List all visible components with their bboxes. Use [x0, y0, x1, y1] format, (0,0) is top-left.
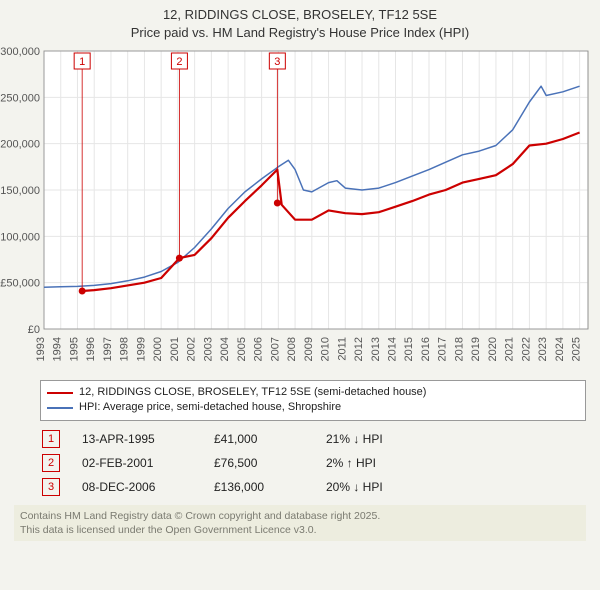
svg-text:2011: 2011: [336, 337, 348, 361]
chart-title: 12, RIDDINGS CLOSE, BROSELEY, TF12 5SE P…: [0, 0, 600, 41]
legend-swatch: [47, 407, 73, 409]
sale-price: £41,000: [214, 432, 304, 446]
svg-text:£300,000: £300,000: [0, 46, 40, 58]
svg-text:3: 3: [274, 56, 280, 68]
svg-text:1: 1: [79, 56, 85, 68]
svg-text:1994: 1994: [52, 337, 64, 361]
sale-delta: 2% ↑ HPI: [326, 456, 436, 470]
svg-text:£150,000: £150,000: [0, 185, 40, 197]
legend-label: HPI: Average price, semi-detached house,…: [79, 400, 341, 415]
license-line2: This data is licensed under the Open Gov…: [20, 523, 580, 537]
table-row: 1 13-APR-1995 £41,000 21% ↓ HPI: [40, 427, 586, 451]
sale-price: £76,500: [214, 456, 304, 470]
title-line1: 12, RIDDINGS CLOSE, BROSELEY, TF12 5SE: [0, 6, 600, 24]
license-line1: Contains HM Land Registry data © Crown c…: [20, 509, 580, 523]
svg-text:1993: 1993: [35, 337, 47, 361]
line-chart: £0 £50,000 £100,000 £150,000 £200,000 £250,00…: [0, 41, 600, 371]
svg-text:2000: 2000: [152, 337, 164, 361]
svg-text:2005: 2005: [236, 337, 248, 361]
svg-text:2018: 2018: [453, 337, 465, 361]
svg-text:2010: 2010: [320, 337, 332, 361]
sale-price: £136,000: [214, 480, 304, 494]
sale-date: 02-FEB-2001: [82, 456, 192, 470]
license-note: Contains HM Land Registry data © Crown c…: [14, 505, 586, 541]
svg-text:£50,000: £50,000: [0, 278, 40, 290]
sale-marker: 2: [42, 454, 60, 472]
svg-text:2015: 2015: [403, 337, 415, 361]
svg-text:2014: 2014: [387, 337, 399, 361]
table-row: 3 08-DEC-2006 £136,000 20% ↓ HPI: [40, 475, 586, 499]
svg-text:2023: 2023: [537, 337, 549, 361]
sale-marker: 1: [42, 430, 60, 448]
sale-delta: 20% ↓ HPI: [326, 480, 436, 494]
svg-text:1996: 1996: [85, 337, 97, 361]
sale-date: 08-DEC-2006: [82, 480, 192, 494]
svg-text:£0: £0: [28, 324, 40, 336]
svg-text:2021: 2021: [504, 337, 516, 361]
svg-text:1999: 1999: [135, 337, 147, 361]
table-row: 2 02-FEB-2001 £76,500 2% ↑ HPI: [40, 451, 586, 475]
svg-text:2017: 2017: [437, 337, 449, 361]
svg-text:2008: 2008: [286, 337, 298, 361]
legend-item-price-paid: 12, RIDDINGS CLOSE, BROSELEY, TF12 5SE (…: [47, 385, 579, 400]
sale-delta: 21% ↓ HPI: [326, 432, 436, 446]
title-line2: Price paid vs. HM Land Registry's House …: [0, 24, 600, 42]
svg-text:2024: 2024: [554, 337, 566, 361]
sale-date: 13-APR-1995: [82, 432, 192, 446]
svg-text:2020: 2020: [487, 337, 499, 361]
svg-text:£200,000: £200,000: [0, 139, 40, 151]
svg-text:£250,000: £250,000: [0, 92, 40, 104]
svg-text:2004: 2004: [219, 337, 231, 361]
legend-label: 12, RIDDINGS CLOSE, BROSELEY, TF12 5SE (…: [79, 385, 426, 400]
svg-text:2006: 2006: [253, 337, 265, 361]
sale-marker: 3: [42, 478, 60, 496]
svg-text:1998: 1998: [119, 337, 131, 361]
svg-text:2003: 2003: [202, 337, 214, 361]
svg-text:2007: 2007: [269, 337, 281, 361]
svg-text:£100,000: £100,000: [0, 231, 40, 243]
svg-text:2019: 2019: [470, 337, 482, 361]
svg-text:2022: 2022: [520, 337, 532, 361]
svg-text:2002: 2002: [186, 337, 198, 361]
svg-text:2016: 2016: [420, 337, 432, 361]
legend: 12, RIDDINGS CLOSE, BROSELEY, TF12 5SE (…: [40, 380, 586, 421]
sales-table: 1 13-APR-1995 £41,000 21% ↓ HPI 2 02-FEB…: [40, 427, 586, 499]
svg-text:1995: 1995: [68, 337, 80, 361]
svg-text:2: 2: [176, 56, 182, 68]
svg-text:2025: 2025: [571, 337, 583, 361]
legend-item-hpi: HPI: Average price, semi-detached house,…: [47, 400, 579, 415]
svg-text:2009: 2009: [303, 337, 315, 361]
svg-text:2001: 2001: [169, 337, 181, 361]
chart-area: £0 £50,000 £100,000 £150,000 £200,000 £250,00…: [0, 41, 600, 376]
legend-swatch: [47, 392, 73, 394]
svg-text:2013: 2013: [370, 337, 382, 361]
svg-text:2012: 2012: [353, 337, 365, 361]
svg-text:1997: 1997: [102, 337, 114, 361]
